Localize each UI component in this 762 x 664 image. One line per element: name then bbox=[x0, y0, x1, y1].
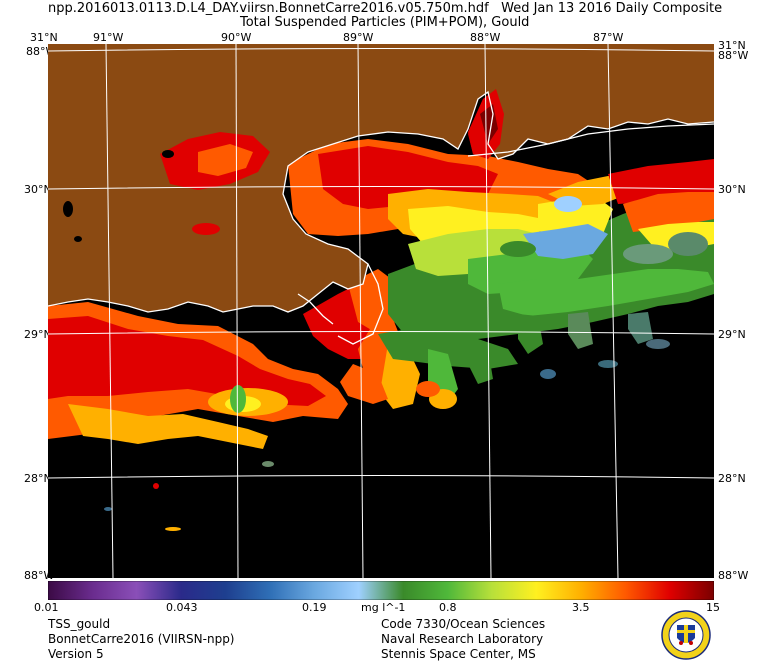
lat-label-28n-right: 28°N bbox=[718, 472, 746, 485]
footer-location: Stennis Space Center, MS bbox=[381, 647, 536, 661]
colorbar-units: mg l^-1 bbox=[361, 601, 406, 614]
composite-date: Wed Jan 13 2016 Daily Composite bbox=[501, 1, 723, 16]
lat-label-30n-right: 30°N bbox=[718, 183, 746, 196]
lon-label-90w: 90°W bbox=[221, 31, 252, 44]
coastline bbox=[48, 90, 714, 345]
lat-label-28n-left: 28°N bbox=[24, 472, 52, 485]
corner-label-top-right: 88°W bbox=[718, 49, 749, 62]
colorbar-gradient bbox=[48, 581, 714, 600]
footer-region: BonnetCarre2016 (VIIRSN-npp) bbox=[48, 632, 235, 646]
lon-label-89w: 89°W bbox=[343, 31, 374, 44]
lat-label-30n-left: 30°N bbox=[24, 183, 52, 196]
lat-label-29n-right: 29°N bbox=[718, 328, 746, 341]
lat-label-29n-left: 29°N bbox=[24, 328, 52, 341]
land bbox=[48, 44, 714, 312]
nrl-seal-icon bbox=[661, 610, 711, 660]
colorbar-tick-15: 15 bbox=[706, 601, 720, 614]
colorbar-tick-3.5: 3.5 bbox=[572, 601, 590, 614]
lat-label-top-left: 31°N bbox=[30, 31, 58, 44]
corner-label-bottom-right: 88°W bbox=[718, 569, 749, 582]
graticule bbox=[48, 44, 714, 578]
file-title: npp.2016013.0113.D.L4_DAY.viirsn.BonnetC… bbox=[48, 2, 722, 16]
footer-lab: Naval Research Laboratory bbox=[381, 632, 544, 646]
colorbar-tick-0.043: 0.043 bbox=[166, 601, 198, 614]
footer-version: Version 5 bbox=[48, 647, 104, 661]
inland-water bbox=[63, 89, 504, 242]
lon-label-91w: 91°W bbox=[93, 31, 124, 44]
footer-code: Code 7330/Ocean Sciences bbox=[381, 617, 546, 631]
product-title: Total Suspended Particles (PIM+POM), Gou… bbox=[240, 15, 530, 30]
file-name: npp.2016013.0113.D.L4_DAY.viirsn.BonnetC… bbox=[48, 1, 489, 16]
lon-label-88w: 88°W bbox=[470, 31, 501, 44]
lat-label-top-right: 31°N bbox=[718, 39, 746, 52]
colorbar-tick-0.01: 0.01 bbox=[34, 601, 59, 614]
corner-label-bottom-left: 88°W bbox=[24, 569, 55, 582]
colorbar bbox=[48, 581, 714, 600]
footer-product-id: TSS_gould bbox=[48, 617, 111, 631]
colorbar-tick-0.19: 0.19 bbox=[302, 601, 327, 614]
lon-label-87w: 87°W bbox=[593, 31, 624, 44]
tss-map bbox=[48, 44, 714, 578]
colorbar-tick-0.8: 0.8 bbox=[439, 601, 457, 614]
